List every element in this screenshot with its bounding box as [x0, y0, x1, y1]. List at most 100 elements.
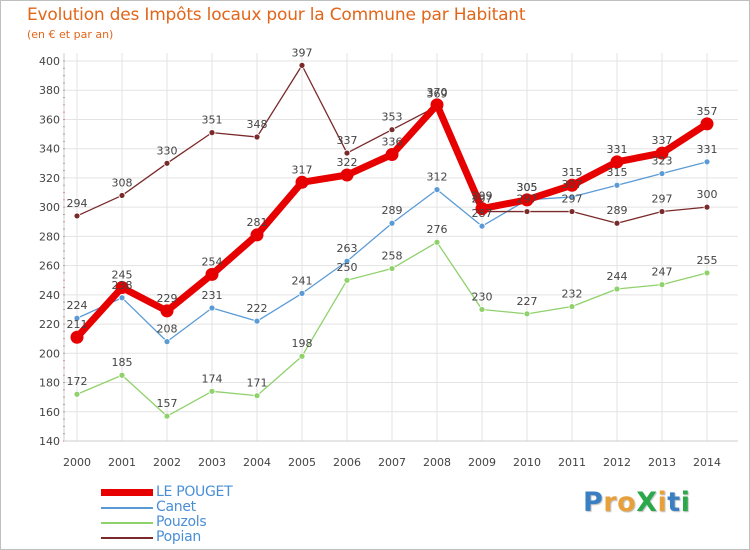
data-point [523, 208, 531, 215]
data-point [703, 269, 711, 277]
data-point [523, 310, 531, 318]
data-label: 289 [382, 204, 403, 217]
y-tick-label: 360 [39, 113, 60, 126]
data-label: 307 [562, 178, 583, 191]
data-label: 254 [202, 255, 223, 268]
logo-letter: i [680, 487, 691, 518]
data-label: 241 [292, 274, 313, 287]
x-tick-label: 2007 [378, 456, 406, 469]
data-label: 263 [337, 242, 358, 255]
y-tick-label: 380 [39, 84, 60, 97]
chart-subtitle: (en € et par an) [27, 28, 114, 41]
data-label: 331 [607, 143, 628, 156]
data-label: 315 [562, 166, 583, 179]
data-label: 369 [427, 87, 448, 100]
data-label: 330 [157, 144, 178, 157]
data-point [160, 304, 174, 318]
data-point [478, 222, 486, 230]
y-tick-label: 320 [39, 172, 60, 185]
data-point [388, 219, 396, 227]
data-label: 312 [427, 171, 448, 184]
data-point [433, 186, 441, 194]
x-tick-label: 2002 [153, 456, 181, 469]
data-point [118, 192, 126, 199]
y-tick-label: 260 [39, 260, 60, 273]
data-label: 300 [697, 188, 718, 201]
proxiti-logo: ProXiti [583, 487, 690, 518]
data-point [343, 257, 351, 265]
legend-label: Popian [156, 529, 201, 545]
data-point [613, 219, 621, 227]
data-label: 222 [247, 302, 268, 315]
legend-swatch-popian [101, 537, 153, 539]
data-label: 397 [292, 46, 313, 59]
y-tick-label: 300 [39, 201, 60, 214]
data-label: 229 [157, 292, 178, 305]
data-point [298, 289, 306, 297]
data-label: 331 [697, 143, 718, 156]
data-label: 315 [607, 166, 628, 179]
data-point [475, 202, 489, 216]
data-label: 157 [157, 397, 178, 410]
data-point [115, 281, 129, 295]
y-tick-label: 240 [39, 289, 60, 302]
data-label: 337 [337, 134, 358, 147]
data-label: 357 [697, 105, 718, 118]
data-point [655, 146, 669, 160]
logo-letter: o [617, 487, 637, 518]
x-tick-label: 2000 [63, 456, 91, 469]
plot-area [64, 53, 738, 441]
data-label: 308 [112, 176, 133, 189]
x-tick-label: 2009 [468, 456, 496, 469]
logo-letter: r [603, 487, 618, 518]
y-tick-label: 280 [39, 230, 60, 243]
data-label: 171 [247, 377, 268, 390]
data-point [613, 285, 621, 293]
data-label: 317 [292, 163, 313, 176]
x-tick-label: 2001 [108, 456, 136, 469]
data-label: 336 [382, 136, 403, 149]
data-point [70, 330, 84, 344]
data-point [340, 168, 354, 182]
data-label: 294 [67, 197, 88, 210]
data-label: 337 [652, 134, 673, 147]
data-point [388, 265, 396, 272]
data-label: 255 [697, 254, 718, 267]
data-label: 244 [607, 270, 628, 283]
data-point [253, 392, 261, 400]
data-label: 247 [652, 266, 673, 279]
data-label: 185 [112, 356, 133, 369]
data-label: 287 [472, 207, 493, 220]
data-point [253, 133, 261, 141]
data-point [700, 117, 714, 131]
data-label: 250 [337, 261, 358, 274]
data-point [298, 352, 306, 360]
data-point [118, 294, 126, 302]
data-label: 208 [157, 323, 178, 336]
legend-swatch-pouzols [101, 522, 153, 524]
data-label: 224 [67, 299, 88, 312]
legend-swatch-canet [101, 507, 153, 509]
chart-title: Evolution des Impôts locaux pour la Comm… [27, 5, 526, 25]
data-label: 172 [67, 375, 88, 388]
data-label: 238 [112, 279, 133, 292]
data-label: 174 [202, 372, 223, 385]
data-point [253, 317, 261, 325]
data-point [658, 281, 666, 289]
data-point [658, 170, 666, 177]
data-label: 297 [517, 193, 538, 206]
legend-label: LE POUGET [156, 484, 233, 500]
x-tick-label: 2008 [423, 456, 451, 469]
y-tick-label: 220 [39, 318, 60, 331]
data-point [343, 149, 351, 157]
data-point [295, 175, 309, 189]
data-point [610, 155, 624, 169]
data-point [568, 208, 576, 215]
y-tick-label: 160 [39, 406, 60, 419]
logo-letter: i [657, 487, 668, 518]
x-tick-label: 2004 [243, 456, 271, 469]
data-label: 299 [472, 190, 493, 203]
logo-letter: P [583, 487, 604, 518]
